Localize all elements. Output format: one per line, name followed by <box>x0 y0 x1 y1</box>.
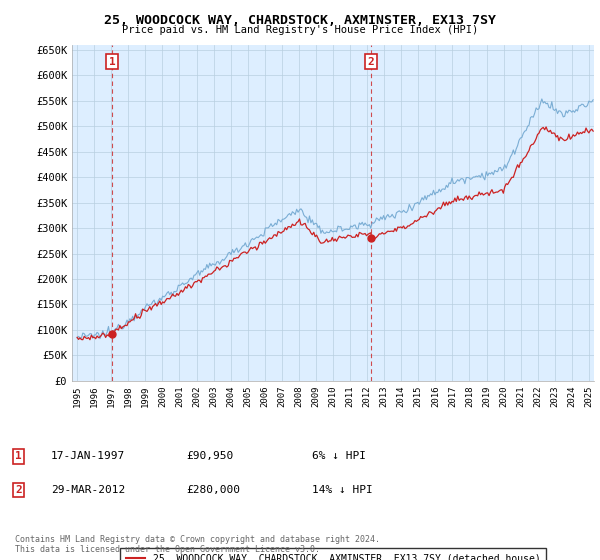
Text: Contains HM Land Registry data © Crown copyright and database right 2024.
This d: Contains HM Land Registry data © Crown c… <box>15 535 380 554</box>
Text: £90,950: £90,950 <box>186 451 233 461</box>
Text: Price paid vs. HM Land Registry's House Price Index (HPI): Price paid vs. HM Land Registry's House … <box>122 25 478 35</box>
Text: 2: 2 <box>15 485 22 495</box>
Text: 1: 1 <box>15 451 22 461</box>
Text: £280,000: £280,000 <box>186 485 240 495</box>
Legend: 25, WOODCOCK WAY, CHARDSTOCK, AXMINSTER, EX13 7SY (detached house), HPI: Average: 25, WOODCOCK WAY, CHARDSTOCK, AXMINSTER,… <box>119 548 547 560</box>
Text: 17-JAN-1997: 17-JAN-1997 <box>51 451 125 461</box>
Text: 29-MAR-2012: 29-MAR-2012 <box>51 485 125 495</box>
Text: 14% ↓ HPI: 14% ↓ HPI <box>312 485 373 495</box>
Text: 25, WOODCOCK WAY, CHARDSTOCK, AXMINSTER, EX13 7SY: 25, WOODCOCK WAY, CHARDSTOCK, AXMINSTER,… <box>104 14 496 27</box>
Text: 2: 2 <box>368 57 374 67</box>
Text: 6% ↓ HPI: 6% ↓ HPI <box>312 451 366 461</box>
Text: 1: 1 <box>109 57 115 67</box>
